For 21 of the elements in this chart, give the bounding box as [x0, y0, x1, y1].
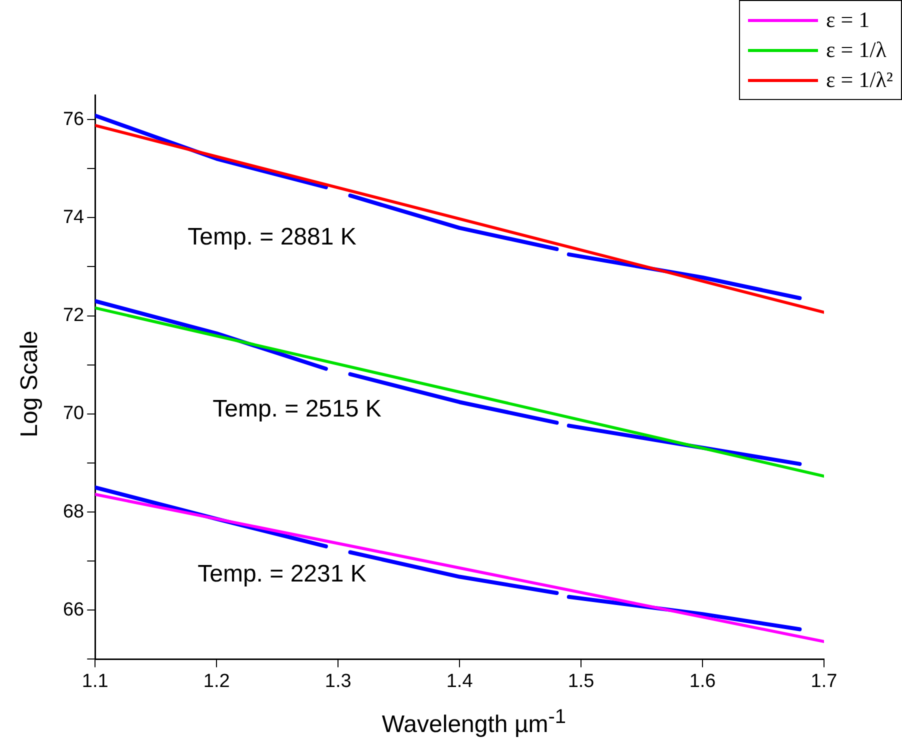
x-tick-label: 1.4 — [446, 670, 474, 692]
y-tick-label: 76 — [62, 108, 84, 130]
legend-label: ε = 1/λ² — [826, 67, 893, 93]
legend-label: ε = 1 — [826, 7, 870, 33]
x-tick-label: 1.1 — [82, 670, 108, 692]
legend-label: ε = 1/λ — [826, 37, 886, 63]
y-tick-label: 72 — [62, 305, 84, 326]
y-axis-title: Log Scale — [16, 330, 44, 440]
annotation: Temp. = 2231 K — [198, 560, 366, 588]
x-tick-label: 1.2 — [203, 670, 230, 692]
x-axis-title: Wavelength µm$^{-1}$ — [380, 706, 568, 739]
x-tick-label: 1.5 — [568, 670, 594, 692]
x-tick-label: 1.3 — [324, 670, 352, 692]
x-tick-label: 1.7 — [810, 670, 838, 692]
x-tick-label: 1.6 — [689, 670, 716, 692]
y-tick-label: 74 — [62, 206, 85, 228]
annotation: Temp. = 2515 K — [212, 396, 382, 423]
y-tick-label: 70 — [62, 403, 84, 424]
y-tick-label: 68 — [62, 501, 84, 522]
annotation: Temp. = 2881 K — [188, 224, 356, 251]
y-tick-label: 66 — [62, 599, 84, 620]
